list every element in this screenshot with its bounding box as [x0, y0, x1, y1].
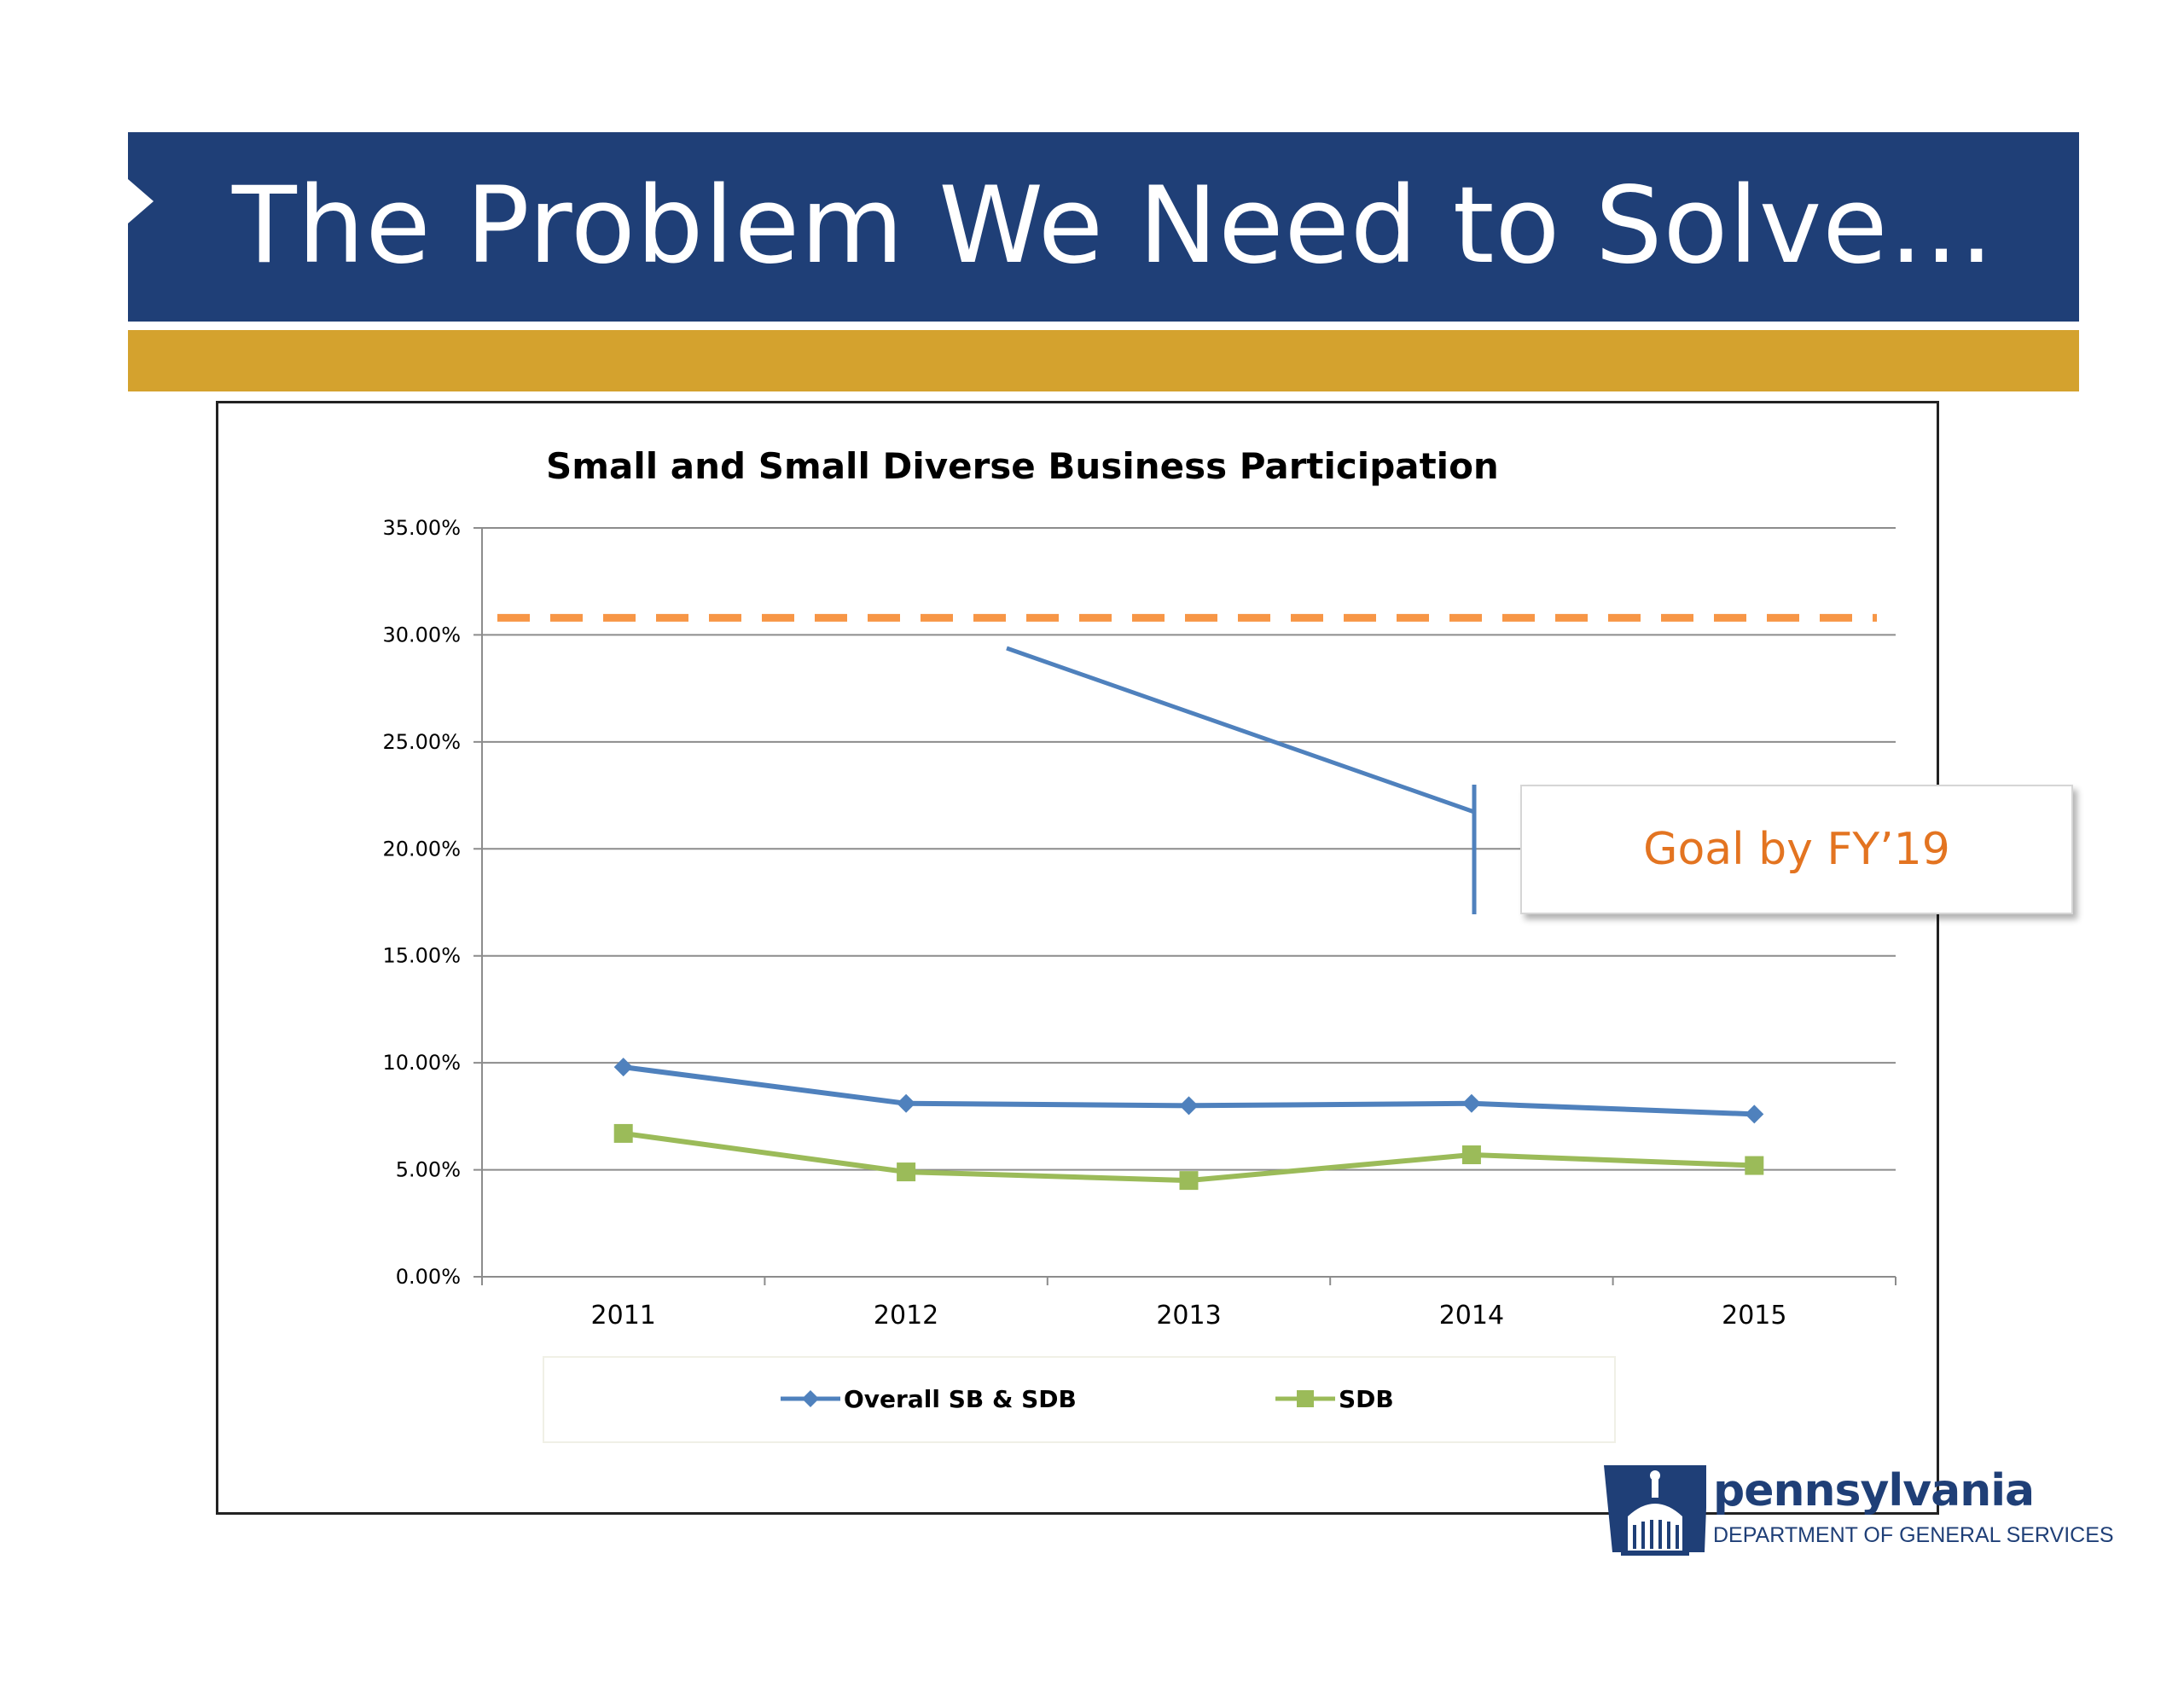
chart-frame: [216, 401, 1939, 1515]
data-point-diamond: [897, 1093, 916, 1113]
x-tick-label: 2012: [874, 1301, 938, 1330]
logo-wordmark: pennsylvania: [1713, 1465, 2035, 1516]
y-tick-label: 20.00%: [382, 837, 461, 861]
data-point-square: [897, 1162, 916, 1182]
data-point-diamond: [1179, 1096, 1199, 1116]
goal-callout: Goal by FY’19: [1520, 785, 2073, 914]
slide-title: The Problem We Need to Solve…: [232, 165, 1995, 287]
data-point-square: [1745, 1156, 1764, 1175]
goal-callout-label: Goal by FY’19: [1643, 824, 1950, 875]
y-tick-label: 10.00%: [382, 1051, 461, 1075]
title-notch: [128, 179, 154, 223]
x-tick-label: 2014: [1439, 1301, 1504, 1330]
x-tick-label: 2015: [1722, 1301, 1786, 1330]
data-point-diamond: [613, 1058, 633, 1077]
y-tick-label: 5.00%: [396, 1158, 461, 1182]
legend-label: Overall SB & SDB: [844, 1385, 1077, 1413]
legend-box: [543, 1356, 1616, 1443]
data-point-diamond: [1745, 1104, 1764, 1124]
data-point-square: [1461, 1145, 1481, 1165]
pennsylvania-logo-icon: [1604, 1465, 1706, 1556]
y-tick-label: 0.00%: [396, 1265, 461, 1289]
gold-accent-bar: [128, 330, 2079, 391]
data-point-square: [1179, 1171, 1199, 1191]
y-tick-label: 15.00%: [382, 944, 461, 968]
callout-pointer-line: [1006, 646, 1475, 815]
y-tick-label: 30.00%: [382, 623, 461, 646]
data-point-square: [613, 1123, 633, 1143]
chart-title: Small and Small Diverse Business Partici…: [546, 445, 1499, 487]
data-point-diamond: [1461, 1093, 1481, 1113]
logo-department: DEPARTMENT OF GENERAL SERVICES: [1713, 1523, 2114, 1547]
legend-marker-diamond: [802, 1390, 819, 1407]
x-tick-label: 2013: [1156, 1301, 1221, 1330]
legend-marker-square: [1297, 1390, 1314, 1407]
title-bar: [128, 132, 2079, 322]
y-tick-label: 35.00%: [382, 516, 461, 540]
y-tick-label: 25.00%: [382, 730, 461, 754]
x-tick-label: 2011: [591, 1301, 656, 1330]
legend-label: SDB: [1339, 1385, 1394, 1413]
